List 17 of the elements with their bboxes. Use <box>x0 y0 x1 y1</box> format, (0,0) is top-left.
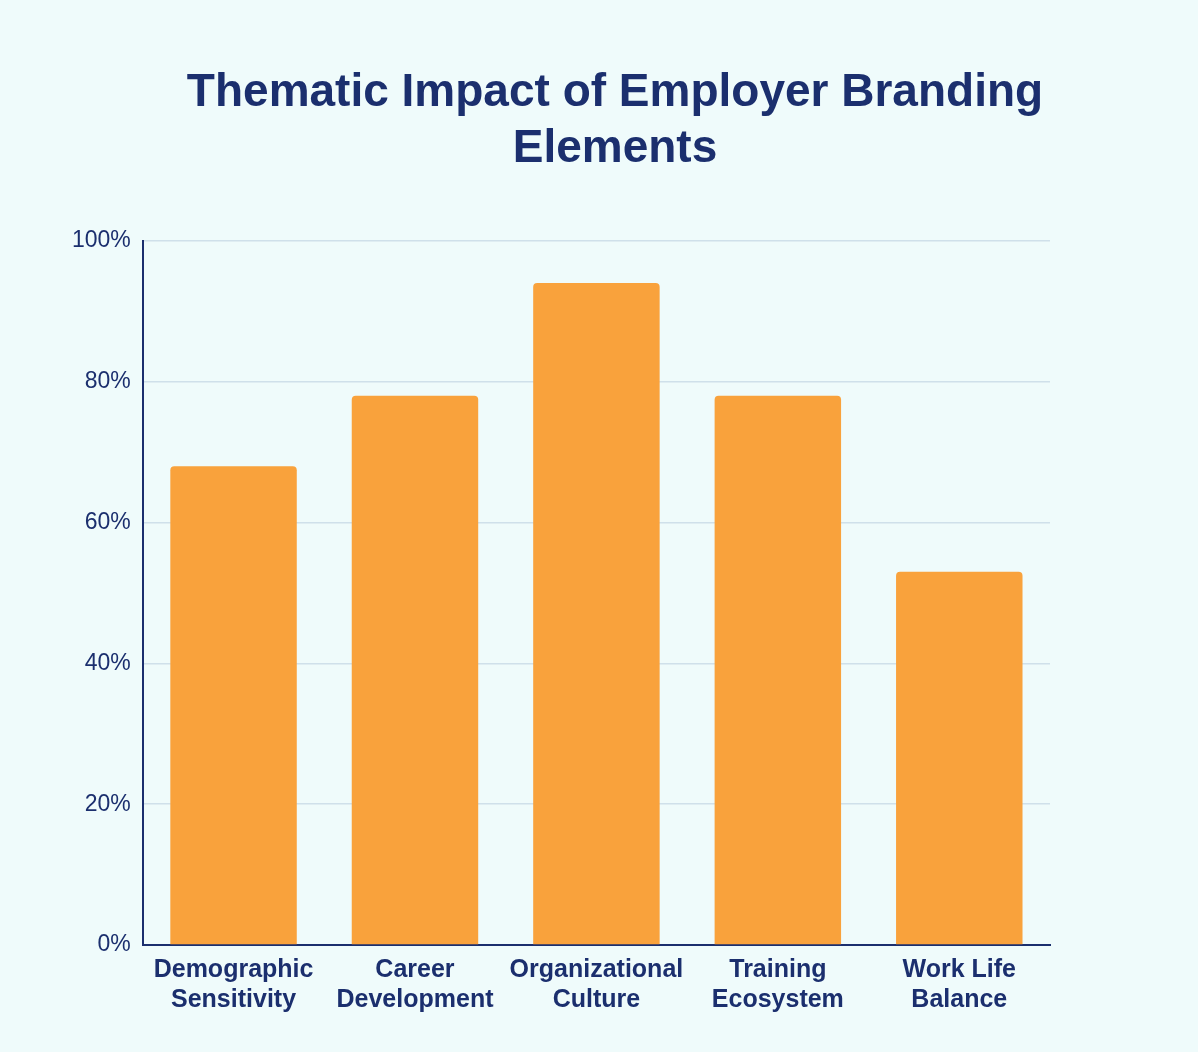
y-tick-label: 80% <box>84 366 131 393</box>
bar <box>351 395 479 945</box>
x-tick-label: Demographic Sensitivity <box>153 953 314 1012</box>
y-tick-label: 40% <box>84 648 131 675</box>
bar <box>714 395 842 945</box>
bar <box>533 283 660 945</box>
x-tick-label: Career Development <box>336 953 495 1012</box>
y-tick-label: 60% <box>84 507 131 534</box>
bar <box>896 571 1023 945</box>
chart-title: Thematic Impact of Employer Branding Elements <box>185 63 1045 174</box>
x-tick-label: Work Life Balance <box>902 953 1017 1012</box>
bar <box>170 466 297 945</box>
y-tick-label: 100% <box>72 226 131 253</box>
y-tick-label: 0% <box>97 930 131 957</box>
y-tick-label: 20% <box>84 789 131 816</box>
x-tick-label: Organizational Culture <box>509 953 684 1012</box>
x-tick-label: Training Ecosystem <box>711 953 844 1012</box>
